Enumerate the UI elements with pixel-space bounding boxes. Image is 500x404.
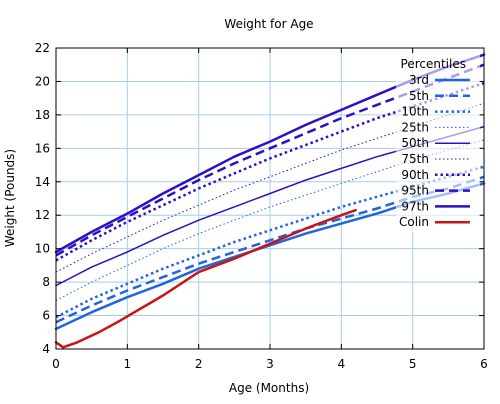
y-tick-label: 22: [35, 41, 50, 55]
x-tick-label: 5: [409, 357, 417, 371]
legend-label-3rd: 3rd: [409, 73, 429, 87]
legend-label-5th: 5th: [409, 89, 429, 103]
y-tick-label: 6: [42, 309, 50, 323]
x-tick-label: 3: [266, 357, 274, 371]
legend-title: Percentiles: [401, 57, 466, 71]
legend-label-75th: 75th: [401, 152, 429, 166]
x-tick-label: 2: [195, 357, 203, 371]
y-tick-label: 14: [35, 175, 50, 189]
y-tick-label: 10: [35, 242, 50, 256]
y-tick-label: 20: [35, 74, 50, 88]
legend-label-colin: Colin: [399, 215, 429, 229]
legend-label-25th: 25th: [401, 120, 429, 134]
x-tick-label: 0: [52, 357, 60, 371]
chart-title: Weight for Age: [224, 17, 313, 31]
x-tick-label: 4: [338, 357, 346, 371]
y-tick-label: 16: [35, 141, 50, 155]
x-axis-title: Age (Months): [229, 381, 309, 395]
y-tick-label: 8: [42, 275, 50, 289]
legend-label-95th: 95th: [401, 184, 429, 198]
legend-label-97th: 97th: [401, 199, 429, 213]
y-tick-label: 12: [35, 208, 50, 222]
x-tick-label: 1: [124, 357, 132, 371]
legend-label-10th: 10th: [401, 105, 429, 119]
x-tick-label: 6: [480, 357, 488, 371]
y-tick-label: 18: [35, 108, 50, 122]
series-line-90th: [55, 81, 485, 262]
legend-label-50th: 50th: [401, 136, 429, 150]
legend-label-90th: 90th: [401, 168, 429, 182]
y-tick-label: 4: [42, 342, 50, 356]
series-line-colin: [54, 208, 357, 349]
y-axis-title: Weight (Pounds): [3, 149, 17, 247]
